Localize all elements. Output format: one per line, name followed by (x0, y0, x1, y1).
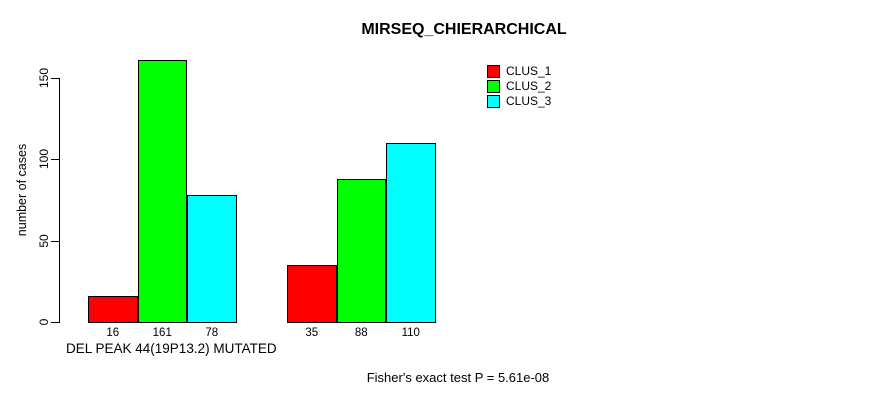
y-tick-mark-150 (51, 78, 59, 79)
x-axis-label: DEL PEAK 44(19P13.2) MUTATED (66, 341, 277, 356)
legend-label-clus_1: CLUS_1 (506, 64, 552, 78)
bar-clus_3-group1 (187, 195, 237, 323)
bar-clus_3-group2 (386, 143, 436, 323)
bar-value-label-clus_2-group2: 88 (354, 327, 368, 339)
bar-value-label-clus_1-group2: 35 (305, 327, 319, 339)
legend-label-clus_2: CLUS_2 (506, 79, 552, 93)
bar-value-label-clus_2-group1: 161 (152, 327, 172, 339)
y-tick-mark-50 (51, 240, 59, 242)
y-tick-label-150: 150 (37, 67, 51, 89)
legend-swatch-clus_1 (487, 65, 500, 78)
chart-title: MIRSEQ_CHIERARCHICAL (361, 21, 567, 38)
bar-value-label-clus_1-group1: 16 (106, 327, 120, 339)
bar-clus_2-group2 (336, 178, 386, 323)
y-tick-label-100: 100 (37, 149, 51, 170)
legend-row-clus_1: CLUS_1 (487, 64, 551, 79)
bar-clus_1-group2 (287, 265, 337, 323)
y-tick-label-50: 50 (37, 233, 51, 248)
fisher-test-annotation: Fisher's exact test P = 5.61e-08 (366, 370, 550, 385)
legend: CLUS_1 CLUS_2 CLUS_3 (487, 64, 551, 109)
y-tick-label-0: 0 (37, 318, 51, 326)
y-tick-mark-0 (51, 322, 59, 323)
legend-swatch-clus_2 (487, 80, 500, 93)
bar-value-label-clus_3-group1: 78 (205, 327, 219, 339)
legend-swatch-clus_3 (487, 95, 500, 108)
y-tick-mark-100 (51, 159, 59, 161)
legend-label-clus_3: CLUS_3 (506, 94, 552, 108)
legend-row-clus_2: CLUS_2 (487, 79, 551, 94)
bar-clus_2-group1 (137, 60, 187, 323)
legend-row-clus_3: CLUS_3 (487, 94, 551, 109)
y-axis-line (59, 78, 60, 323)
y-axis-label: number of cases (15, 143, 29, 237)
bar-value-label-clus_3-group2: 110 (401, 327, 420, 339)
bar-clus_1-group1 (88, 295, 138, 323)
